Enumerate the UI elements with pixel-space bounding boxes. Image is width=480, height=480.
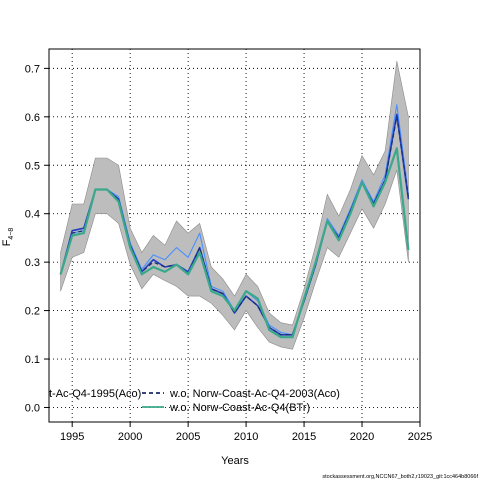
y-tick-label: 0.5: [25, 160, 40, 172]
legend-label: w.o. Norw-Coast-Ac-Q4-2003(Aco): [169, 388, 340, 400]
y-tick-label: 0.6: [25, 112, 40, 124]
legend-label: w.o. Norw-Coast-Ac-Q4(BTr): [169, 402, 310, 414]
y-tick-label: 0.0: [25, 402, 40, 414]
y-axis-title-main: F: [1, 239, 13, 246]
grid-lines: [49, 49, 421, 422]
series-lines: [59, 104, 410, 339]
credit-text: stockassessment.org,NCCN67_both2,r19023_…: [322, 474, 478, 480]
confidence-band: [60, 61, 409, 350]
x-tick-label: 1995: [60, 431, 84, 443]
y-tick-label: 0.2: [25, 306, 40, 318]
x-tick-label: 2025: [408, 431, 432, 443]
y-tick-label: 0.4: [25, 209, 40, 221]
y-axis-title: F4−8: [1, 228, 15, 247]
y-tick-label: 0.7: [25, 63, 40, 75]
x-tick-label: 2010: [234, 431, 258, 443]
plot-frame: [48, 48, 421, 423]
x-tick-label: 2000: [118, 431, 142, 443]
series-line-3: [59, 147, 410, 339]
x-tick-label: 2015: [292, 431, 316, 443]
confidence-band-area: [60, 61, 409, 350]
y-tick-label: 0.1: [25, 354, 40, 366]
legend: t-Ac-Q4-1995(Aco) w.o. Norw-Coast-Ac-Q4-2…: [49, 388, 340, 414]
x-axis-title: Years: [221, 455, 249, 467]
x-tick-label: 2005: [176, 431, 200, 443]
y-axis-title-sub: 4−8: [8, 228, 15, 240]
x-tick-label: 2020: [350, 431, 374, 443]
y-axis: 0.0 0.1 0.2 0.3 0.4 0.5 0.6 0.7: [25, 63, 49, 414]
y-tick-label: 0.3: [25, 257, 40, 269]
x-axis: 1995 2000 2005 2010 2015 2020 2025: [60, 422, 432, 443]
legend-label: t-Ac-Q4-1995(Aco): [49, 388, 141, 400]
